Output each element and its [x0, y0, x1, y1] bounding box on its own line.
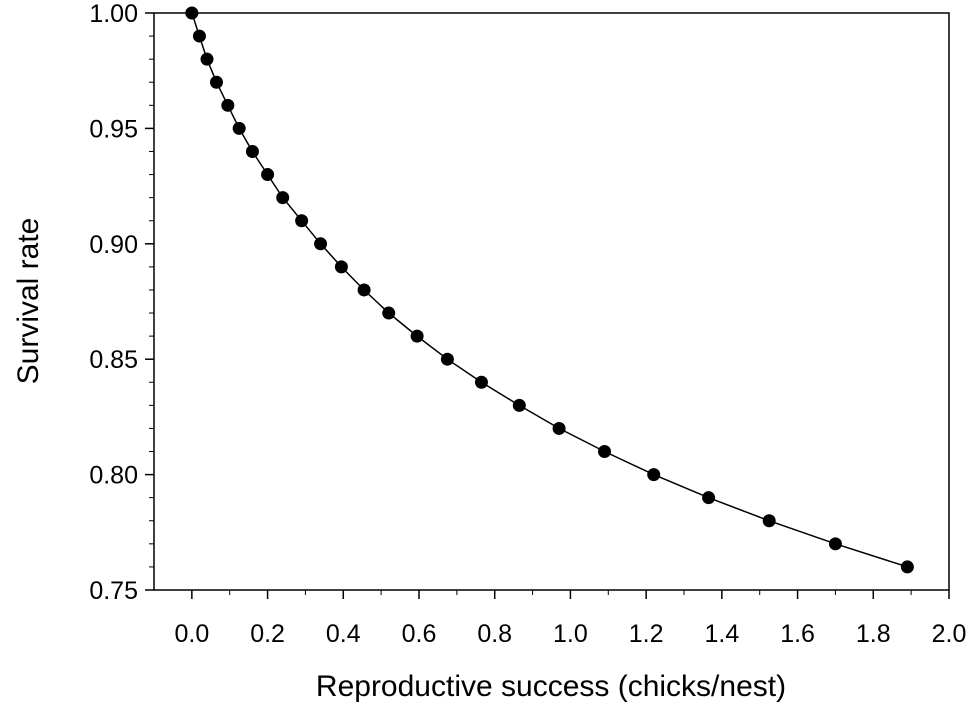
data-point [261, 168, 275, 182]
data-point [900, 560, 914, 574]
data-point [221, 98, 235, 112]
x-tick-label: 0.0 [174, 620, 209, 648]
fit-curve [191, 12, 908, 568]
data-point [357, 283, 371, 297]
y-tick-label: 0.80 [89, 462, 138, 490]
y-tick-label: 0.75 [89, 577, 138, 605]
data-point [702, 491, 716, 505]
data-point [552, 421, 566, 435]
data-point [245, 144, 259, 158]
data-point [598, 445, 611, 459]
data-points [185, 6, 914, 574]
data-point [762, 514, 776, 528]
data-point [295, 214, 309, 228]
y-axis: 0.75 0.80 0.85 0.90 0.95 1.00 [89, 0, 154, 605]
x-tick-label: 1.0 [553, 620, 588, 648]
data-point [828, 537, 842, 551]
x-tick-label: 1.2 [629, 620, 664, 648]
x-tick-label: 0.2 [250, 620, 285, 648]
data-point [314, 237, 328, 251]
data-point [232, 121, 246, 135]
data-point [209, 75, 223, 89]
x-axis-title: Reproductive success (chicks/nest) [316, 670, 786, 703]
x-tick-label: 1.6 [780, 620, 815, 648]
data-point [382, 306, 396, 320]
y-axis-title: Survival rate [12, 218, 45, 385]
y-tick-label: 1.00 [89, 0, 138, 28]
x-tick-label: 0.4 [326, 620, 361, 648]
x-axis: 0.0 0.2 0.4 0.6 0.8 1.0 1.2 1.4 1.6 1.8 2.0 [174, 590, 966, 648]
data-point [334, 260, 348, 274]
plot-frame [153, 12, 950, 591]
data-point [440, 352, 454, 366]
y-tick-label: 0.85 [89, 346, 138, 374]
x-tick-label: 1.4 [704, 620, 739, 648]
data-point [474, 375, 488, 389]
data-point [647, 468, 661, 482]
data-point [192, 29, 206, 43]
data-point [200, 52, 214, 66]
data-point [185, 6, 199, 20]
x-tick-label: 2.0 [932, 620, 967, 648]
y-tick-label: 0.90 [89, 231, 138, 259]
data-point [276, 191, 290, 205]
x-tick-label: 0.8 [477, 620, 512, 648]
x-tick-label: 1.8 [856, 620, 891, 648]
data-point [410, 329, 424, 343]
data-point [512, 398, 526, 412]
x-tick-label: 0.6 [402, 620, 437, 648]
y-tick-label: 0.95 [89, 115, 138, 143]
